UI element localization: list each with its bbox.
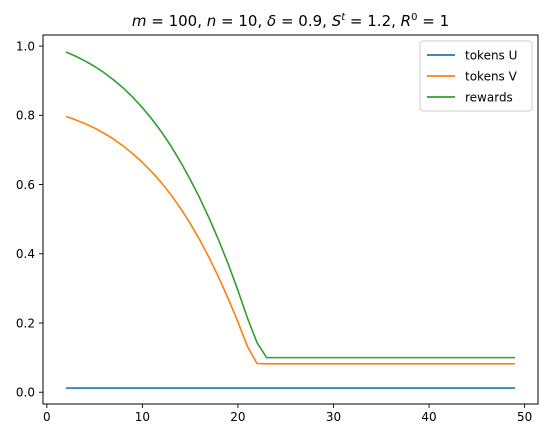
y-tick-label: 0.6	[16, 178, 35, 192]
y-tick-label: 0.4	[16, 247, 35, 261]
title-part: = 0.9,	[276, 12, 332, 30]
x-tick-label: 40	[421, 410, 436, 424]
title-part: = 100,	[146, 12, 206, 30]
x-tick-label: 30	[326, 410, 341, 424]
chart-title: m = 100, n = 10, δ = 0.9, St = 1.2, R0 =…	[132, 12, 449, 30]
title-part: R	[401, 12, 411, 30]
plot-frame	[42, 34, 539, 405]
y-tick-label: 0.8	[16, 109, 35, 123]
title-part: n	[207, 12, 217, 30]
series-line-1	[65, 115, 516, 365]
series-line-2	[65, 51, 516, 359]
x-axis: 0 10 20 30 40 50	[43, 404, 532, 424]
title-part: 0	[411, 12, 417, 23]
legend-label-2: rewards	[465, 91, 513, 105]
series-layer	[65, 51, 516, 389]
y-tick-label: 1.0	[16, 39, 35, 53]
legend-box	[419, 40, 533, 112]
x-tick-label: 50	[517, 410, 532, 424]
legend-label-1: tokens V	[465, 70, 518, 84]
y-axis: 0.0 0.2 0.4 0.6 0.8 1.0	[16, 39, 43, 400]
x-tick-label: 10	[135, 410, 150, 424]
title-part: t	[341, 12, 346, 23]
legend: tokens U tokens V rewards	[419, 40, 533, 112]
y-tick-label: 0.2	[16, 316, 35, 330]
title-part: δ	[267, 12, 276, 30]
title-part: m	[132, 12, 147, 30]
title-part: S	[332, 12, 342, 30]
legend-label-0: tokens U	[465, 49, 517, 63]
y-tick-label: 0.0	[16, 386, 35, 400]
title-part: = 10,	[216, 12, 267, 30]
x-tick-label: 20	[230, 410, 245, 424]
title-part: = 1	[417, 12, 449, 30]
title-part: = 1.2,	[345, 12, 401, 30]
x-tick-label: 0	[43, 410, 51, 424]
